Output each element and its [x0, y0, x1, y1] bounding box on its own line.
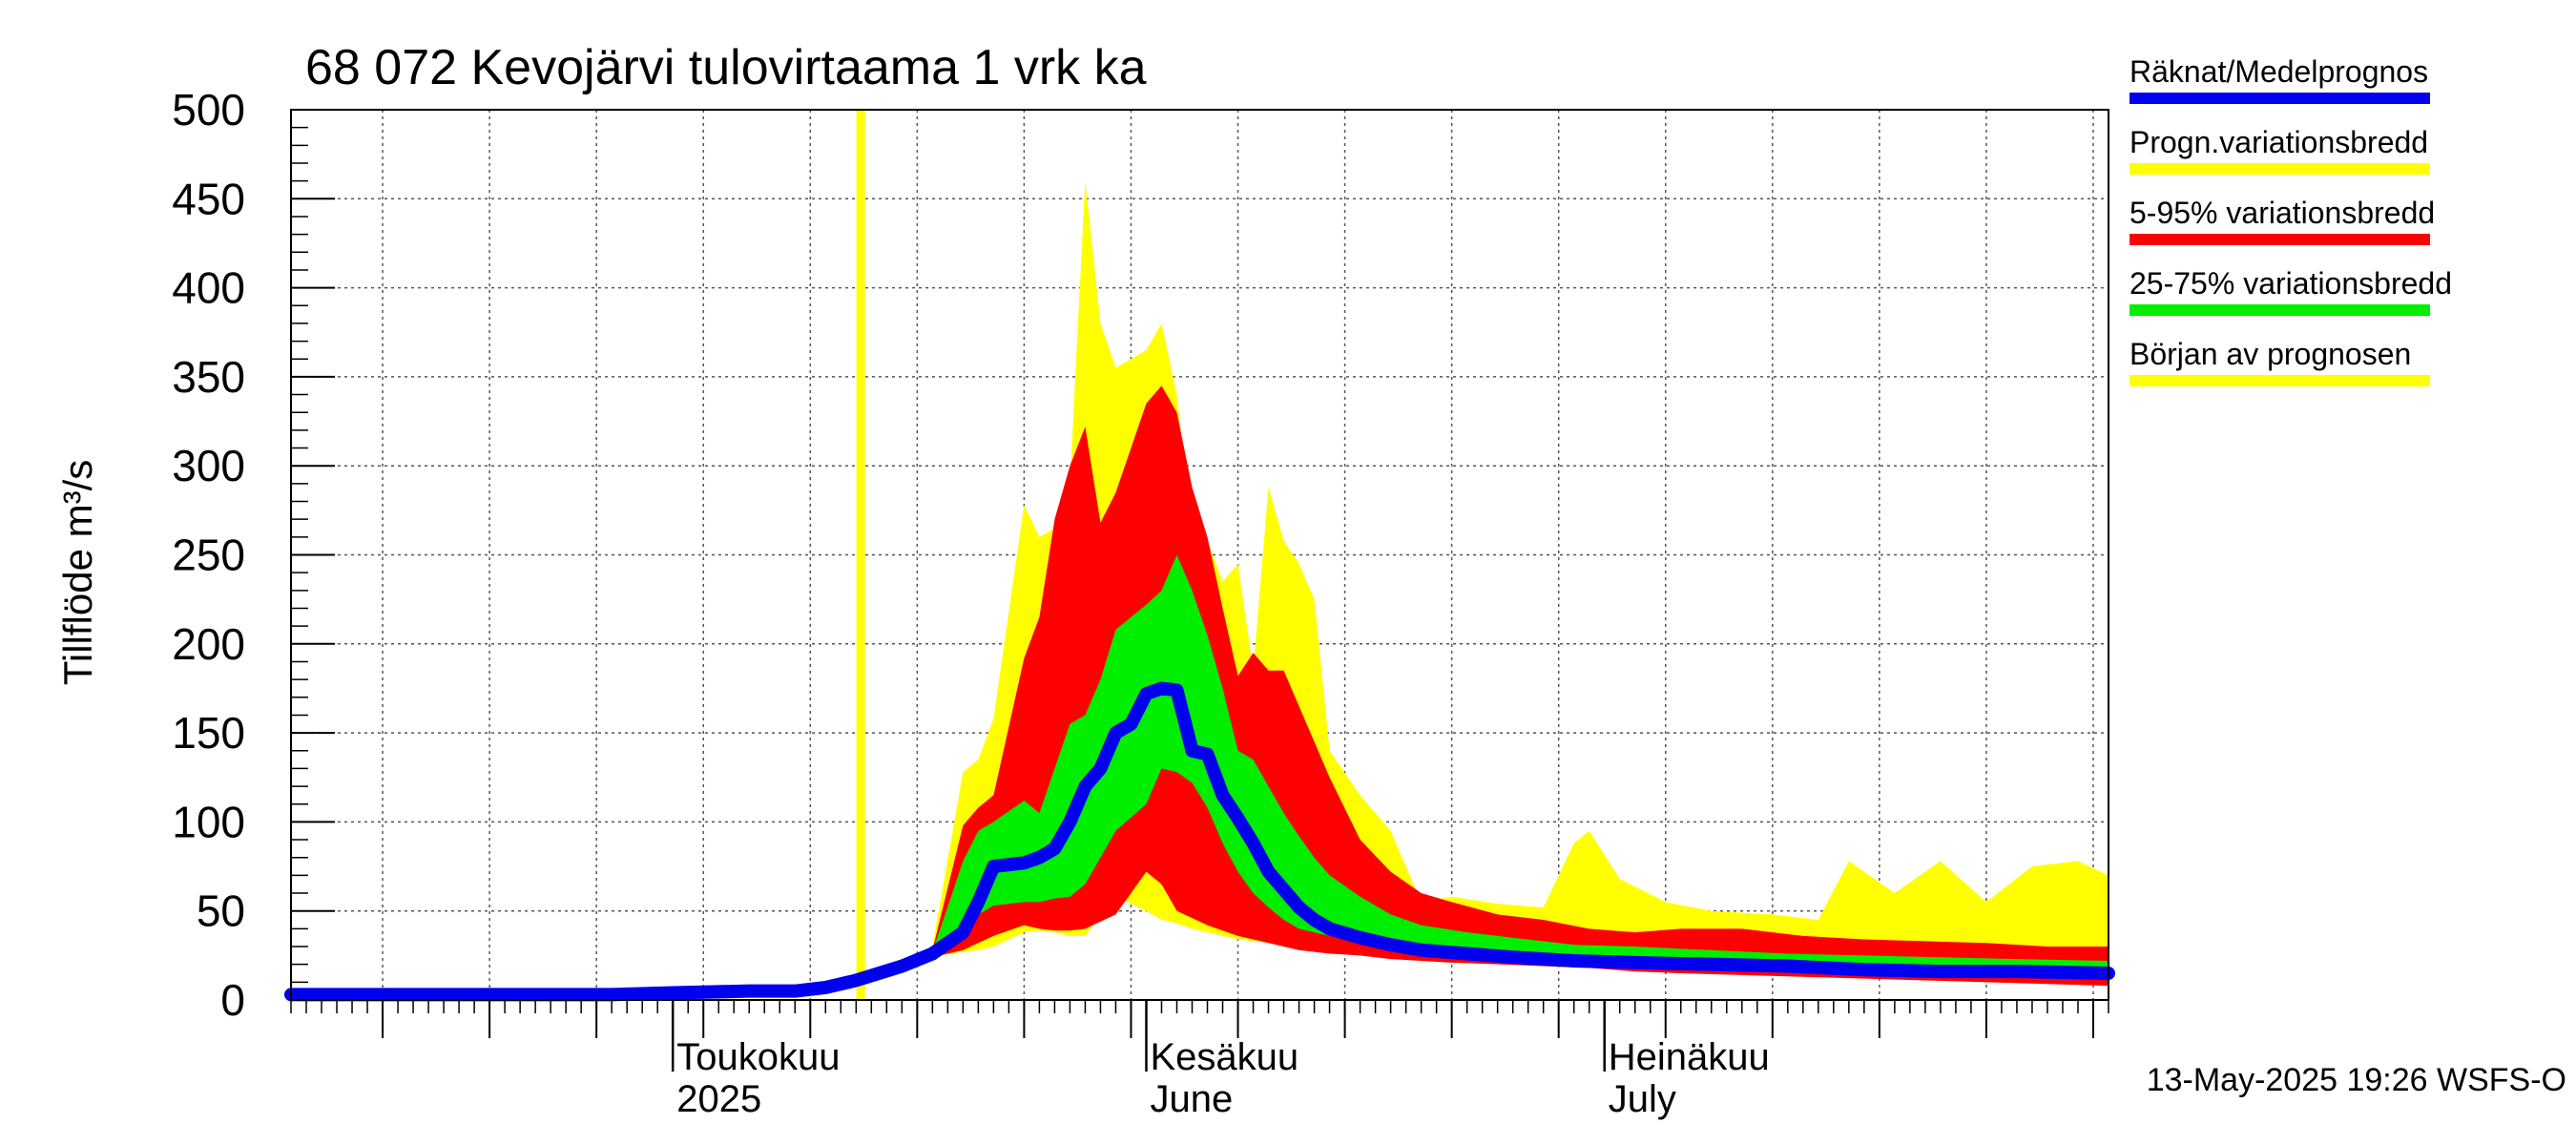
x-month-label: Toukokuu [676, 1036, 840, 1078]
footer-timestamp: 13-May-2025 19:26 WSFS-O [2147, 1062, 2566, 1098]
y-tick-label: 350 [172, 352, 245, 402]
mean-line [925, 681, 2115, 981]
legend: Räknat/Medelprognos Progn.variationsbredd… [2129, 54, 2452, 386]
band-25-75 [932, 554, 2109, 977]
legend-label: 25-75% variationsbredd [2129, 266, 2452, 301]
y-tick-label: 300 [172, 441, 245, 490]
x-year-label: July [1609, 1078, 1676, 1120]
x-month-label: Heinäkuu [1609, 1036, 1770, 1078]
y-axis-label: Tillflöde m³/s [55, 460, 100, 685]
y-tick-label: 150 [172, 708, 245, 758]
legend-label: Progn.variationsbredd [2129, 125, 2428, 159]
observed-line [284, 947, 940, 1002]
band-25-75-area [932, 554, 2109, 977]
x-year-label: 2025 [676, 1078, 761, 1120]
y-tick-label: 200 [172, 619, 245, 669]
y-tick-label: 0 [220, 975, 245, 1025]
x-month-label: Kesäkuu [1150, 1036, 1298, 1078]
y-tick-label: 250 [172, 531, 245, 580]
y-tick-label: 500 [172, 85, 245, 135]
chart-title: 68 072 Kevojärvi tulovirtaama 1 vrk ka [305, 40, 1147, 95]
x-year-label: June [1150, 1078, 1233, 1120]
legend-label: 5-95% variationsbredd [2129, 196, 2435, 230]
mean-forecast-line [284, 681, 2115, 1002]
y-tick-label: 100 [172, 797, 245, 846]
y-tick-label: 450 [172, 174, 245, 223]
legend-label: Räknat/Medelprognos [2129, 54, 2428, 89]
legend-label: Början av prognosen [2129, 337, 2411, 371]
y-axis: 0 50 100 150 200 250 300 350 400 450 500 [172, 85, 335, 1025]
y-tick-label: 400 [172, 263, 245, 313]
y-tick-label: 50 [197, 886, 245, 936]
